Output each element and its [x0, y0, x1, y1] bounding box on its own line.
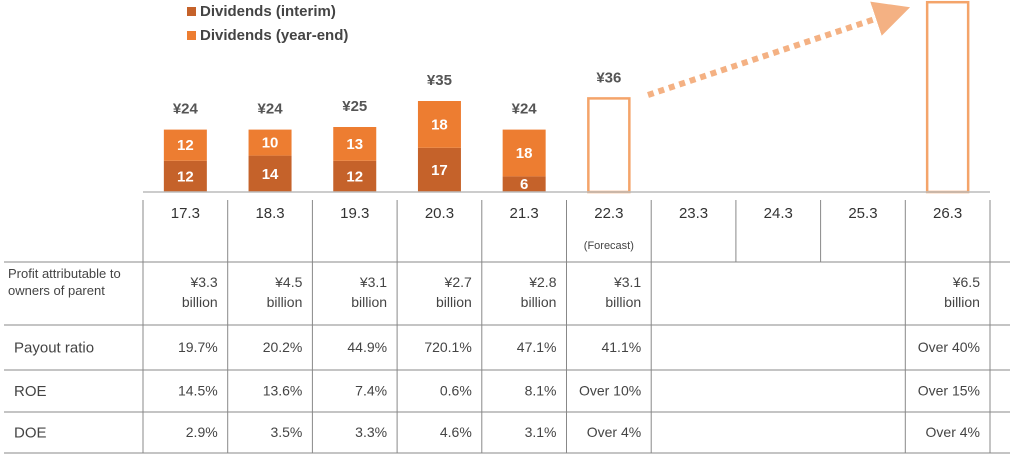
cell-box: ¥2.8 billion: [520, 274, 557, 310]
segment-label: 13: [346, 136, 363, 153]
table-cell: 44.9%: [347, 339, 387, 355]
table-cell: Over 4%: [926, 424, 980, 440]
table-cell: Over 10%: [579, 383, 641, 399]
x-tick-label: 23.3: [679, 205, 708, 222]
cell-box: ¥2.7 billion: [435, 274, 472, 310]
x-tick-label: 24.3: [764, 205, 793, 222]
segment-label: 6: [520, 176, 528, 193]
table-cell: 3.1%: [525, 424, 557, 440]
cell-box: ¥3.1 billion: [605, 274, 642, 310]
table-cell: ¥6.5 billion: [944, 274, 980, 310]
table-cell: 0.6%: [440, 383, 472, 399]
x-tick-label: 19.3: [340, 205, 369, 222]
bar-segment: [163, 160, 207, 192]
segment-label: 10: [262, 135, 279, 152]
bar-segment: [163, 129, 207, 161]
table-cell: Over 40%: [918, 339, 980, 355]
segment-label: 17: [431, 162, 448, 179]
table-cell: ¥3.3 billion: [181, 274, 218, 310]
table-cell: ¥3.1 billion: [605, 274, 642, 310]
segment-label: 18: [516, 145, 533, 162]
table-cell: ¥2.8 billion: [520, 274, 557, 310]
forecast-bar: [587, 97, 631, 194]
legend-label: Dividends (year-end): [200, 27, 348, 44]
segment-label: 12: [346, 168, 363, 185]
table-cell: 47.1%: [517, 339, 557, 355]
total-label: ¥24: [173, 101, 199, 118]
segment-label: 14: [262, 166, 279, 183]
x-tick-label: 21.3: [510, 205, 539, 222]
total-label: ¥36: [596, 69, 621, 86]
table-cell: ¥2.7 billion: [435, 274, 472, 310]
x-tick-label: 18.3: [255, 205, 284, 222]
table-cell: 3.3%: [355, 424, 387, 440]
cell-box: ¥4.5 billion: [266, 274, 303, 310]
category-note: (Forecast): [584, 240, 634, 252]
x-tick-label: 20.3: [425, 205, 454, 222]
total-label: ¥35: [427, 72, 452, 89]
bar-segment: [417, 101, 461, 148]
table-cell: Over 4%: [587, 424, 641, 440]
total-label: ¥25: [342, 98, 367, 115]
total-label: ¥24: [258, 101, 284, 118]
total-label: ¥24: [512, 101, 538, 118]
table-cell: 2.9%: [186, 424, 218, 440]
legend-label: Dividends (interim): [200, 3, 336, 20]
table-cell: 7.4%: [355, 383, 387, 399]
row-label: ROE: [14, 383, 47, 400]
table-cell: 14.5%: [178, 383, 218, 399]
segment-label: 12: [177, 137, 194, 154]
table-cell: 8.1%: [525, 383, 557, 399]
x-tick-label: 22.3: [594, 205, 623, 222]
bar-segment: [502, 176, 546, 192]
row-label: DOE: [14, 424, 47, 441]
table-cell: Over 15%: [918, 383, 980, 399]
cell-box: ¥3.1 billion: [351, 274, 388, 310]
table-cell: 720.1%: [424, 339, 471, 355]
growth-arrow: [647, 1, 911, 98]
x-tick-label: 17.3: [171, 205, 200, 222]
row-label: Payout ratio: [14, 339, 94, 356]
x-tick-label: 25.3: [848, 205, 877, 222]
table-cell: 4.6%: [440, 424, 472, 440]
forecast-bar: [925, 0, 970, 194]
table-cell: ¥3.1 billion: [351, 274, 388, 310]
table-cell: 41.1%: [601, 339, 641, 355]
cell-box: ¥3.3 billion: [181, 274, 218, 310]
row-label-box: Profit attributable to owners of parent: [8, 266, 121, 298]
row-label: Profit attributable to owners of parent: [8, 266, 121, 298]
bar-segment: [333, 160, 377, 192]
bar-segment: [417, 147, 461, 192]
legend-swatch: [187, 31, 196, 40]
segment-label: 12: [177, 168, 194, 185]
bar-segment: [248, 129, 292, 156]
legend-swatch: [187, 7, 196, 16]
segment-label: 18: [431, 116, 448, 133]
cell-box: ¥6.5 billion: [944, 274, 980, 310]
table-cell: 20.2%: [263, 339, 303, 355]
table-cell: 13.6%: [263, 383, 303, 399]
bar-segment: [333, 127, 377, 161]
table-cell: 19.7%: [178, 339, 218, 355]
bar-segment: [502, 129, 546, 177]
table-cell: 3.5%: [270, 424, 302, 440]
bar-segment: [248, 155, 292, 192]
x-tick-label: 26.3: [933, 205, 962, 222]
table-cell: ¥4.5 billion: [266, 274, 303, 310]
